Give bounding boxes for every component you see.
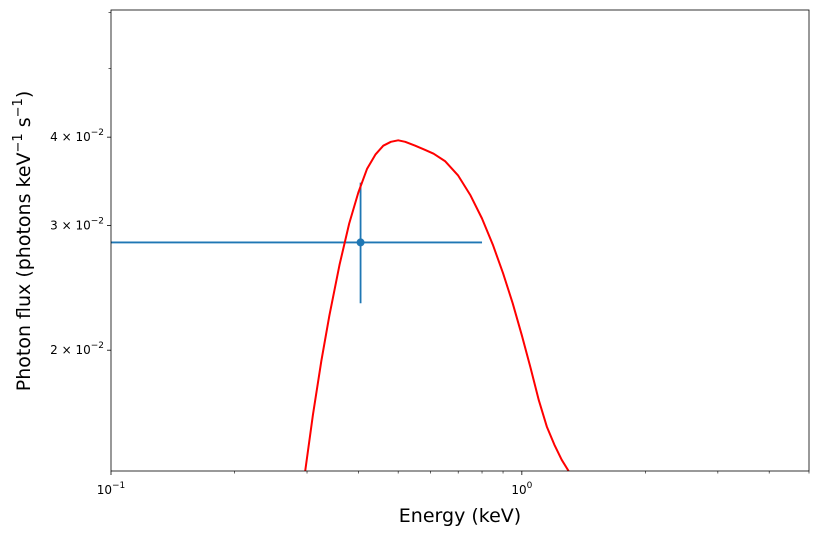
model-curve-line	[304, 139, 570, 471]
y-axis-title-exp1: −1	[11, 133, 26, 152]
y-axis-title-end: )	[13, 91, 35, 98]
x-tick-label-base: 10	[511, 483, 526, 497]
y-tick-label-exp: −2	[91, 341, 104, 351]
x-axis-title: Energy (keV)	[399, 505, 521, 527]
data-point-marker	[356, 238, 365, 247]
y-tick-label: 3 × 10−2	[50, 217, 104, 233]
y-tick-label-times: ×	[58, 343, 76, 357]
y-tick-label-exp: −2	[91, 128, 104, 138]
x-tick-label: 100	[511, 481, 532, 497]
y-tick-label-base: 10	[75, 219, 90, 233]
y-axis-title: Photon flux (photons keV−1 s−1)	[11, 91, 35, 392]
y-axis-title-base: Photon flux (photons keV	[13, 152, 35, 391]
x-tick-label-exp: −1	[112, 481, 125, 491]
axes-frame	[110, 9, 810, 472]
y-tick-label: 2 × 10−2	[50, 341, 104, 357]
x-tick-label: 10−1	[97, 481, 126, 497]
y-axis-title-mid: s	[13, 117, 35, 133]
x-tick-label-exp: 0	[527, 481, 533, 491]
y-tick-label-times: ×	[58, 130, 76, 144]
y-tick-label-base: 10	[75, 343, 90, 357]
y-axis-title-exp2: −1	[11, 98, 26, 117]
y-tick-label-exp: −2	[91, 217, 104, 227]
y-tick-label-mantissa: 3	[50, 219, 58, 233]
y-tick-label-times: ×	[58, 219, 76, 233]
y-tick-label-base: 10	[75, 130, 90, 144]
y-tick-label-mantissa: 2	[50, 343, 58, 357]
y-tick-label-mantissa: 4	[50, 130, 58, 144]
x-tick-label-base: 10	[97, 483, 112, 497]
y-tick-label: 4 × 10−2	[50, 128, 104, 144]
